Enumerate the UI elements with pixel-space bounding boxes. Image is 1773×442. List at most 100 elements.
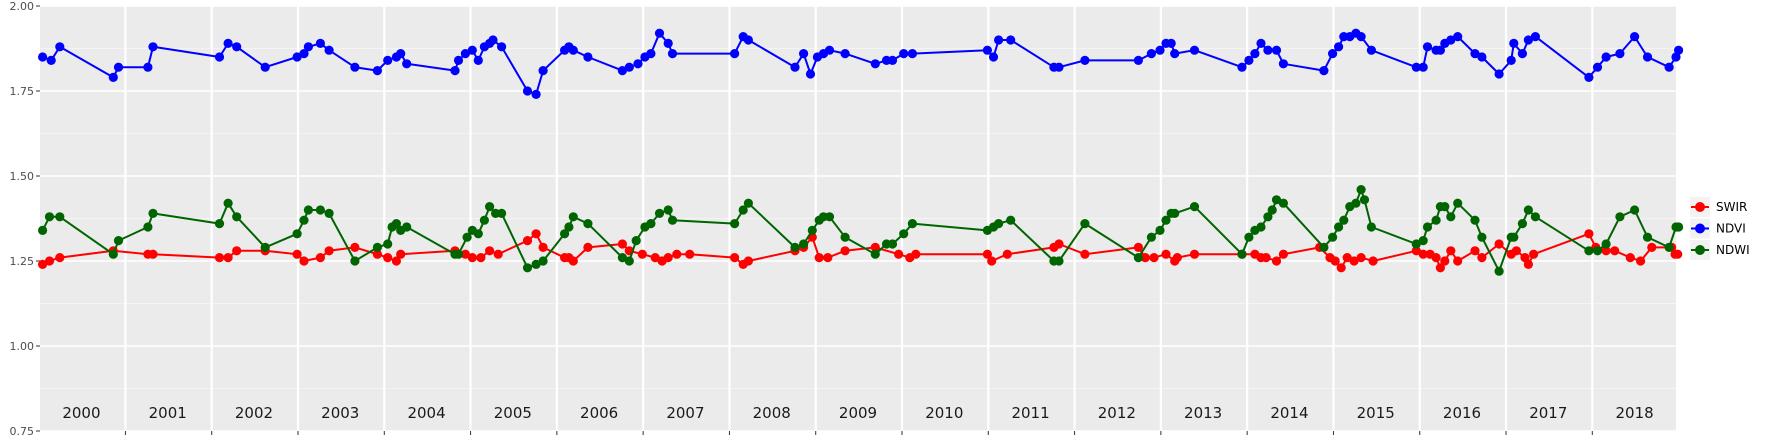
data-point-ndwi (1366, 222, 1376, 232)
y-tick-label: 0.75 (10, 425, 35, 438)
data-point-ndwi (1422, 222, 1433, 232)
data-point-ndvi (232, 42, 242, 52)
data-point-ndwi (1615, 212, 1625, 222)
data-point-swir (814, 253, 824, 263)
data-point-ndvi (568, 45, 578, 55)
data-point-ndvi (743, 35, 754, 45)
data-point-ndwi (899, 229, 909, 239)
data-point-ndvi (1530, 31, 1540, 42)
data-point-swir (1601, 246, 1611, 256)
data-point-ndvi (1494, 69, 1504, 79)
data-point-ndvi (396, 49, 406, 59)
data-point-ndwi (473, 229, 483, 239)
data-point-ndwi (402, 222, 412, 232)
data-point-ndwi (1601, 239, 1611, 249)
data-point-ndwi (1189, 202, 1200, 212)
data-point-ndwi (214, 219, 225, 229)
data-point-swir (617, 239, 628, 249)
data-point-ndvi (148, 42, 158, 52)
data-point-ndwi (624, 256, 634, 266)
data-point-swir (1435, 263, 1445, 273)
data-point-ndvi (1411, 62, 1421, 72)
data-point-swir (870, 242, 880, 252)
data-point-swir (396, 249, 406, 259)
data-point-ndwi (790, 242, 800, 252)
data-point-ndwi (1477, 232, 1487, 242)
data-point-ndvi (1366, 45, 1376, 55)
legend-key-marker (1695, 245, 1705, 255)
data-point-ndvi (214, 52, 225, 62)
year-label: 2000 (62, 404, 100, 422)
data-point-ndvi (887, 55, 898, 65)
data-point-ndwi (1523, 205, 1533, 215)
data-point-ndwi (1517, 219, 1527, 229)
data-point-ndvi (1278, 59, 1288, 69)
data-point-ndvi (467, 45, 477, 55)
data-point-swir (1529, 249, 1539, 259)
data-point-swir (1140, 253, 1150, 263)
data-point-ndwi (232, 212, 242, 222)
data-point-swir (1172, 253, 1182, 263)
y-tick-label: 1.50 (10, 170, 35, 183)
data-point-ndvi (303, 42, 313, 52)
data-point-ndvi (531, 89, 541, 99)
data-point-ndvi (1271, 45, 1282, 55)
data-point-swir (1161, 249, 1171, 259)
data-point-ndvi (488, 35, 498, 45)
data-point-ndvi (108, 72, 118, 82)
data-point-ndwi (1530, 212, 1540, 222)
data-point-swir (372, 249, 382, 259)
data-point-ndvi (1155, 45, 1165, 55)
data-point-swir (232, 246, 242, 256)
data-point-ndvi (292, 52, 302, 62)
data-point-ndwi (907, 219, 918, 229)
data-point-ndwi (292, 229, 302, 239)
data-point-ndwi (799, 239, 809, 249)
legend-key-marker (1695, 223, 1705, 234)
data-point-ndvi (1446, 35, 1456, 45)
data-point-swir (637, 249, 647, 259)
data-point-ndvi (38, 52, 48, 62)
data-point-swir (1470, 246, 1480, 256)
data-point-swir (1418, 249, 1428, 259)
data-point-ndvi (113, 62, 124, 72)
data-point-ndwi (1411, 239, 1421, 249)
data-point-swir (148, 249, 158, 259)
data-point-ndvi (624, 62, 634, 72)
data-point-ndvi (1170, 49, 1180, 59)
data-point-ndvi (1166, 38, 1176, 49)
data-point-ndwi (654, 208, 665, 218)
data-point-ndwi (1271, 195, 1282, 205)
data-point-ndwi (1006, 215, 1016, 225)
data-point-swir (1080, 249, 1090, 259)
data-point-ndvi (1189, 45, 1200, 55)
data-point-ndvi (453, 55, 464, 65)
data-point-swir (1431, 253, 1441, 263)
year-label: 2015 (1357, 404, 1395, 422)
data-point-ndwi (315, 205, 325, 215)
data-point-ndwi (303, 205, 313, 215)
data-point-ndwi (1080, 219, 1090, 229)
year-panel-labels: 2000 2001 2002 2003 2004 2005 2006 2007 2008 2009… (62, 404, 1653, 422)
data-point-ndvi (840, 49, 850, 59)
data-point-ndwi (223, 198, 233, 208)
data-point-ndvi (1356, 31, 1366, 42)
data-point-ndwi (1054, 256, 1064, 266)
data-point-ndvi (1418, 62, 1428, 72)
data-point-ndvi (994, 35, 1004, 45)
year-label: 2012 (1098, 404, 1136, 422)
data-point-ndvi (315, 38, 325, 49)
data-point-swir (1349, 256, 1359, 266)
year-label: 2010 (925, 404, 963, 422)
data-point-ndwi (1339, 215, 1349, 225)
data-point-ndwi (583, 219, 593, 229)
data-point-ndwi (564, 222, 574, 232)
data-point-ndwi (538, 256, 548, 266)
data-point-swir (55, 253, 65, 263)
data-point-swir (1278, 249, 1288, 259)
data-point-ndwi (1592, 246, 1603, 256)
data-point-swir (1149, 253, 1159, 263)
year-label: 2007 (666, 404, 704, 422)
data-point-swir (1477, 253, 1487, 263)
data-point-swir (650, 253, 660, 263)
